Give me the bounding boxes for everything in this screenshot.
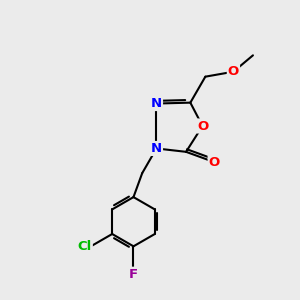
Text: N: N	[151, 142, 162, 155]
Text: O: O	[197, 119, 208, 133]
Text: O: O	[228, 65, 239, 78]
Text: Cl: Cl	[78, 240, 92, 253]
Text: O: O	[208, 156, 220, 169]
Text: N: N	[151, 97, 162, 110]
Text: F: F	[129, 268, 138, 281]
